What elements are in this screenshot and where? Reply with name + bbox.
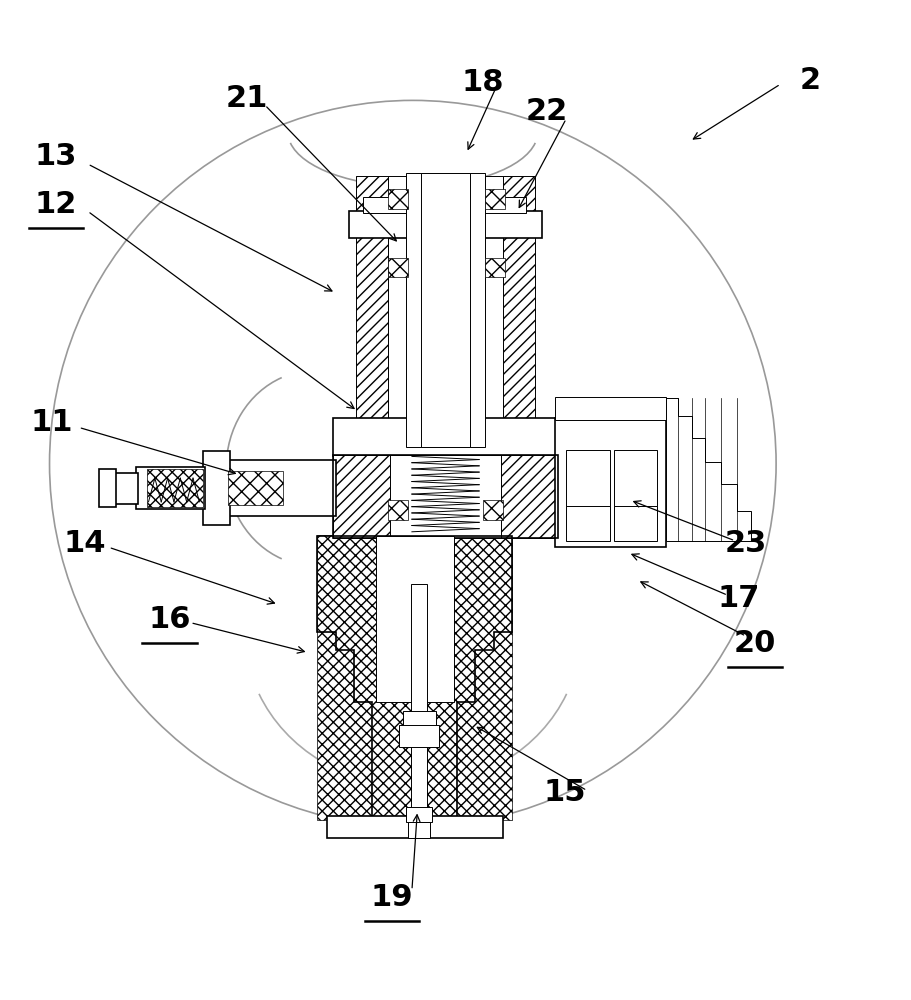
Bar — [99, 469, 116, 507]
Text: 20: 20 — [734, 629, 776, 658]
Bar — [556, 418, 666, 547]
Bar — [613, 506, 657, 541]
Bar — [421, 173, 470, 447]
Bar — [349, 211, 542, 238]
Bar — [388, 189, 408, 209]
Bar — [333, 418, 558, 456]
Bar — [406, 807, 432, 822]
Text: 2: 2 — [799, 66, 820, 95]
Bar — [317, 535, 512, 820]
Bar — [501, 455, 558, 538]
Text: 12: 12 — [35, 190, 77, 219]
Bar — [388, 176, 406, 450]
Text: 18: 18 — [462, 68, 504, 97]
Bar — [408, 822, 430, 838]
Text: 21: 21 — [225, 84, 268, 113]
Bar — [411, 584, 427, 820]
Bar — [114, 473, 138, 504]
Text: 16: 16 — [148, 605, 190, 634]
Bar — [375, 536, 454, 702]
Bar — [483, 500, 503, 520]
Circle shape — [49, 100, 776, 827]
Bar — [203, 451, 230, 525]
Text: 11: 11 — [30, 408, 73, 437]
Text: 17: 17 — [718, 584, 760, 613]
Bar — [326, 816, 503, 838]
Bar — [333, 455, 558, 538]
Bar — [613, 450, 657, 509]
Bar — [229, 471, 283, 505]
Bar — [147, 469, 203, 507]
Text: 19: 19 — [371, 883, 414, 912]
Bar — [403, 711, 435, 727]
Bar — [229, 460, 335, 516]
Bar — [363, 197, 527, 213]
Bar — [333, 455, 390, 538]
Bar — [399, 725, 439, 747]
Polygon shape — [666, 398, 751, 541]
Text: 13: 13 — [35, 142, 77, 171]
Bar — [485, 258, 505, 277]
Bar — [485, 176, 503, 450]
Bar — [503, 176, 536, 450]
Bar — [388, 258, 408, 277]
Bar — [485, 189, 505, 209]
Text: 15: 15 — [543, 778, 586, 807]
Bar — [567, 450, 609, 509]
Bar — [355, 176, 388, 450]
Bar — [406, 173, 485, 447]
Bar — [556, 397, 666, 420]
Bar — [136, 467, 205, 509]
Bar — [567, 506, 609, 541]
Text: 22: 22 — [526, 97, 568, 126]
Text: 23: 23 — [725, 529, 767, 558]
Bar — [388, 500, 408, 520]
Text: 14: 14 — [64, 529, 107, 558]
Bar — [390, 455, 501, 538]
